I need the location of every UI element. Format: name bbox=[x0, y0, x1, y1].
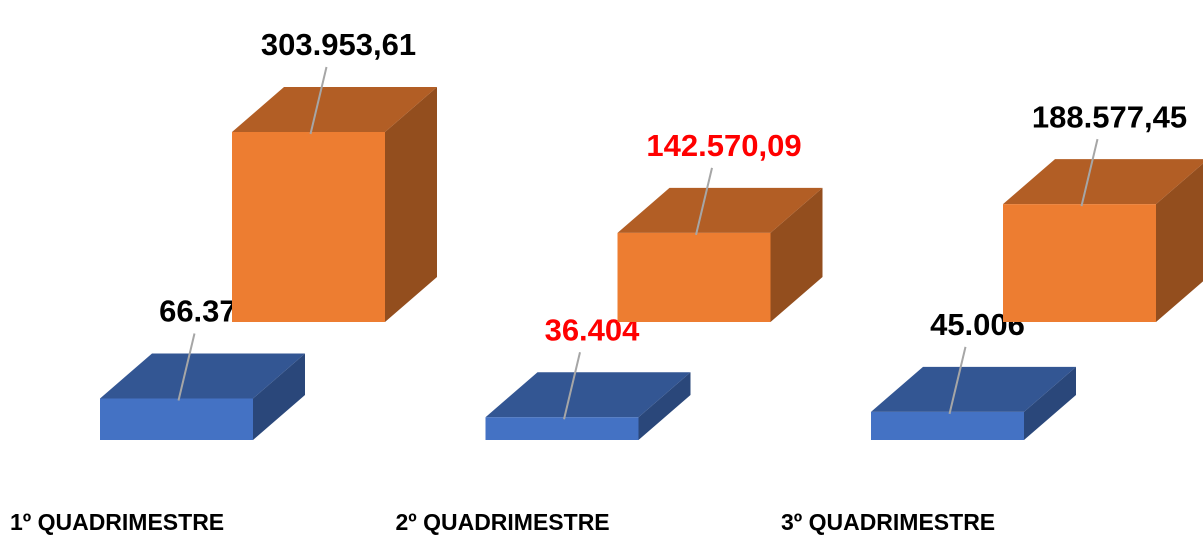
leader-line bbox=[563, 352, 581, 420]
bar-front bbox=[617, 232, 771, 322]
bar-front bbox=[232, 132, 385, 322]
bar bbox=[485, 372, 691, 440]
bar-top bbox=[232, 87, 437, 133]
bar-top bbox=[871, 366, 1076, 412]
bar-top bbox=[617, 187, 823, 233]
bar bbox=[617, 187, 823, 322]
bar-front bbox=[100, 398, 253, 440]
leader-line bbox=[948, 346, 967, 415]
category-label: 2º QUADRIMESTRE bbox=[396, 509, 610, 535]
bar-front bbox=[1003, 204, 1156, 322]
bar-side bbox=[1156, 163, 1203, 322]
bar bbox=[232, 87, 437, 322]
bar-top bbox=[485, 372, 691, 418]
bar-side bbox=[770, 187, 823, 322]
category-label: 3º QUADRIMESTRE bbox=[781, 509, 995, 535]
value-label: 188.577,45 bbox=[1032, 99, 1187, 134]
leader-line bbox=[695, 167, 713, 236]
bar-top bbox=[1003, 159, 1203, 205]
leader-line bbox=[309, 66, 328, 135]
value-label: 142.570,09 bbox=[646, 128, 801, 163]
leader-line bbox=[177, 333, 196, 401]
value-label: 303.953,61 bbox=[261, 27, 416, 62]
bar-side bbox=[1024, 366, 1076, 440]
bar-side bbox=[385, 87, 437, 322]
bar-side bbox=[253, 353, 305, 440]
bar bbox=[871, 366, 1076, 440]
category-label: 1º QUADRIMESTRE bbox=[10, 509, 224, 535]
bar bbox=[100, 353, 305, 440]
leader-line bbox=[1080, 138, 1099, 207]
bar-front bbox=[485, 417, 639, 440]
bar bbox=[1003, 159, 1203, 322]
bar-side bbox=[638, 372, 691, 440]
bar-top bbox=[100, 353, 305, 399]
bar-front bbox=[871, 411, 1024, 440]
